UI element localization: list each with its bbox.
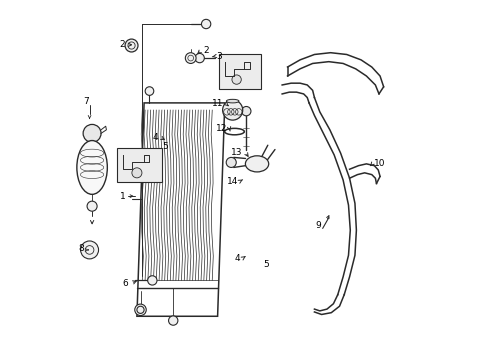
Text: 5: 5 — [163, 142, 168, 151]
Circle shape — [135, 304, 146, 316]
Bar — [219, 54, 260, 89]
Text: 5: 5 — [263, 260, 268, 269]
Text: 11: 11 — [211, 99, 223, 108]
Text: 4: 4 — [152, 133, 158, 142]
Text: 10: 10 — [373, 159, 385, 168]
Ellipse shape — [245, 156, 268, 172]
Circle shape — [231, 75, 241, 84]
Circle shape — [241, 107, 250, 116]
Circle shape — [201, 19, 210, 29]
Circle shape — [87, 201, 97, 211]
Text: 7: 7 — [82, 96, 88, 105]
Circle shape — [168, 316, 178, 325]
Text: 2: 2 — [119, 40, 125, 49]
Circle shape — [145, 87, 153, 95]
Bar — [117, 148, 162, 182]
Text: 13: 13 — [231, 148, 242, 157]
Circle shape — [147, 276, 157, 285]
Text: 1: 1 — [120, 192, 125, 201]
Circle shape — [185, 53, 196, 63]
Text: 14: 14 — [226, 176, 238, 185]
Text: 6: 6 — [122, 279, 128, 288]
Text: 12: 12 — [216, 124, 227, 133]
Circle shape — [226, 157, 236, 167]
Circle shape — [195, 53, 204, 63]
Text: 3: 3 — [216, 52, 222, 61]
Circle shape — [132, 168, 142, 178]
Circle shape — [83, 125, 101, 142]
Ellipse shape — [77, 140, 107, 194]
Text: 8: 8 — [78, 244, 83, 253]
Ellipse shape — [226, 99, 239, 103]
Circle shape — [81, 241, 99, 259]
Text: 2: 2 — [203, 46, 208, 55]
Circle shape — [222, 100, 242, 120]
Text: 9: 9 — [315, 221, 321, 230]
Circle shape — [125, 39, 138, 52]
Text: 4: 4 — [234, 254, 240, 263]
